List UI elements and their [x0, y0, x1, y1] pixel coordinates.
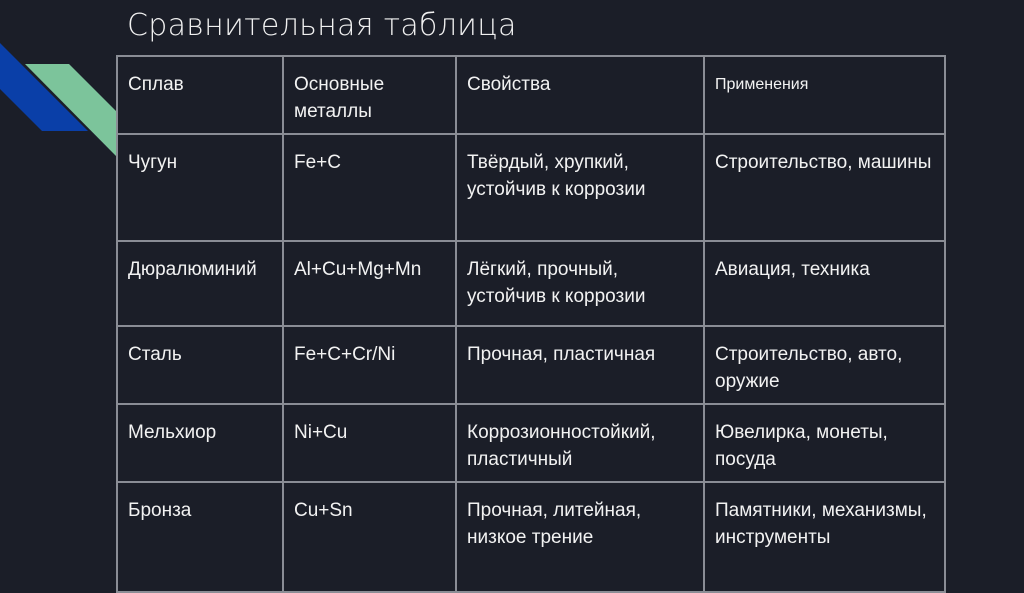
- table-cell: Лёгкий, прочный, устойчив к коррозии: [455, 240, 705, 327]
- table-cell: Строительство, машины: [703, 133, 946, 242]
- table-row: Дюралюминий Al+Cu+Mg+Mn Лёгкий, прочный,…: [116, 240, 946, 327]
- header-cell: Сплав: [116, 55, 284, 135]
- decorative-stripes: [0, 43, 116, 156]
- table-cell: Дюралюминий: [116, 240, 284, 327]
- table-cell: Чугун: [116, 133, 284, 242]
- table-cell: Мельхиор: [116, 403, 284, 483]
- table-row: Мельхиор Ni+Cu Коррозионностойкий, пласт…: [116, 403, 946, 483]
- table-row: Бронза Cu+Sn Прочная, литейная, низкое т…: [116, 481, 946, 593]
- comparison-table: Сплав Основные металлы Свойства Применен…: [116, 55, 946, 593]
- header-cell: Применения: [703, 55, 946, 135]
- table-cell: Строительство, авто, оружие: [703, 325, 946, 405]
- table-row: Чугун Fe+C Твёрдый, хрупкий, устойчив к …: [116, 133, 946, 242]
- table-cell: Авиация, техника: [703, 240, 946, 327]
- table-cell: Сталь: [116, 325, 284, 405]
- table-cell: Fe+C: [282, 133, 457, 242]
- table-cell: Ювелирка, монеты, посуда: [703, 403, 946, 483]
- table-row: Сталь Fe+C+Cr/Ni Прочная, пластичная Стр…: [116, 325, 946, 405]
- table-cell: Коррозионностойкий, пластичный: [455, 403, 705, 483]
- table-cell: Al+Cu+Mg+Mn: [282, 240, 457, 327]
- table-cell: Прочная, пластичная: [455, 325, 705, 405]
- table-cell: Ni+Cu: [282, 403, 457, 483]
- table-cell: Бронза: [116, 481, 284, 593]
- header-cell: Свойства: [455, 55, 705, 135]
- table-header-row: Сплав Основные металлы Свойства Применен…: [116, 55, 946, 135]
- green-stripe: [25, 64, 116, 156]
- blue-stripe: [0, 43, 88, 131]
- table-cell: Прочная, литейная, низкое трение: [455, 481, 705, 593]
- table-cell: Cu+Sn: [282, 481, 457, 593]
- table-cell: Твёрдый, хрупкий, устойчив к коррозии: [455, 133, 705, 242]
- page-title: Сравнительная таблица: [127, 8, 517, 43]
- table-cell: Памятники, механизмы, инструменты: [703, 481, 946, 593]
- table-cell: Fe+C+Cr/Ni: [282, 325, 457, 405]
- header-cell: Основные металлы: [282, 55, 457, 135]
